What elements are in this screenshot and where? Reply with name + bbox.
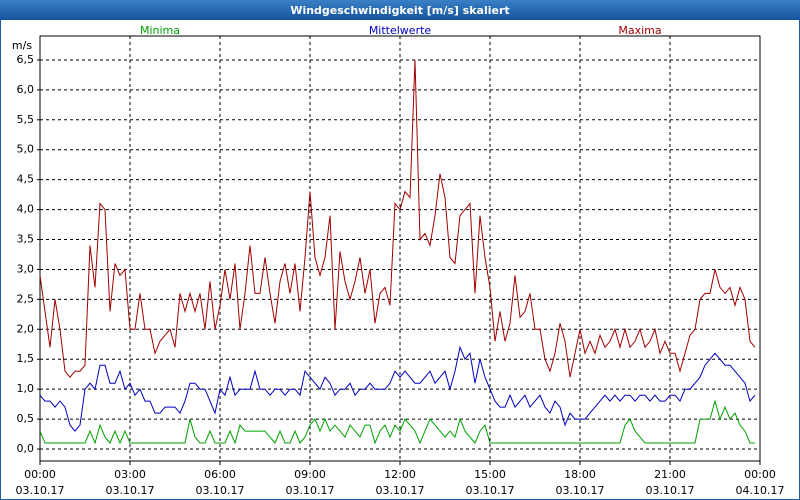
x-tick-label: 18:00 — [564, 468, 596, 481]
y-tick-label: 2,5 — [17, 292, 35, 305]
legend-entry: Maxima — [618, 24, 661, 37]
x-tick-label: 03:00 — [114, 468, 146, 481]
y-tick-label: 5,5 — [17, 113, 35, 126]
y-tick-label: 4,0 — [17, 203, 35, 216]
y-tick-label: 3,0 — [17, 262, 35, 275]
y-tick-label: 0,0 — [17, 442, 35, 455]
y-tick-label: 5,0 — [17, 143, 35, 156]
x-tick-label: 21:00 — [654, 468, 686, 481]
x-tick-date: 03.10.17 — [196, 484, 245, 497]
y-tick-label: 2,0 — [17, 322, 35, 335]
x-tick-label: 15:00 — [474, 468, 506, 481]
series-line — [39, 59, 756, 378]
x-tick-label: 09:00 — [294, 468, 326, 481]
y-tick-label: 6,0 — [17, 83, 35, 96]
y-tick-label: 4,5 — [17, 173, 35, 186]
y-tick-label: 6,5 — [17, 53, 35, 66]
x-tick-date: 04.10.17 — [736, 484, 785, 497]
y-tick-label: 1,0 — [17, 382, 35, 395]
x-tick-date: 03.10.17 — [556, 484, 605, 497]
x-tick-date: 03.10.17 — [376, 484, 425, 497]
x-tick-date: 03.10.17 — [16, 484, 65, 497]
chart-title: Windgeschwindigkeit [m/s] skaliert — [290, 4, 509, 17]
x-tick-date: 03.10.17 — [286, 484, 335, 497]
y-axis-unit: m/s — [12, 39, 32, 52]
x-tick-date: 03.10.17 — [646, 484, 695, 497]
x-tick-label: 06:00 — [204, 468, 236, 481]
y-tick-label: 1,5 — [17, 352, 35, 365]
series-line — [39, 399, 755, 445]
x-tick-date: 03.10.17 — [466, 484, 515, 497]
legend-entry: Mittelwerte — [369, 24, 432, 37]
title-bar — [0, 0, 800, 20]
x-tick-label: 00:00 — [24, 468, 56, 481]
legend-entry: Minima — [140, 24, 180, 37]
x-tick-date: 03.10.17 — [106, 484, 155, 497]
x-tick-label: 12:00 — [384, 468, 416, 481]
y-tick-label: 0,5 — [17, 412, 35, 425]
series-line — [39, 345, 756, 432]
y-tick-label: 3,5 — [17, 233, 35, 246]
x-tick-label: 00:00 — [744, 468, 776, 481]
